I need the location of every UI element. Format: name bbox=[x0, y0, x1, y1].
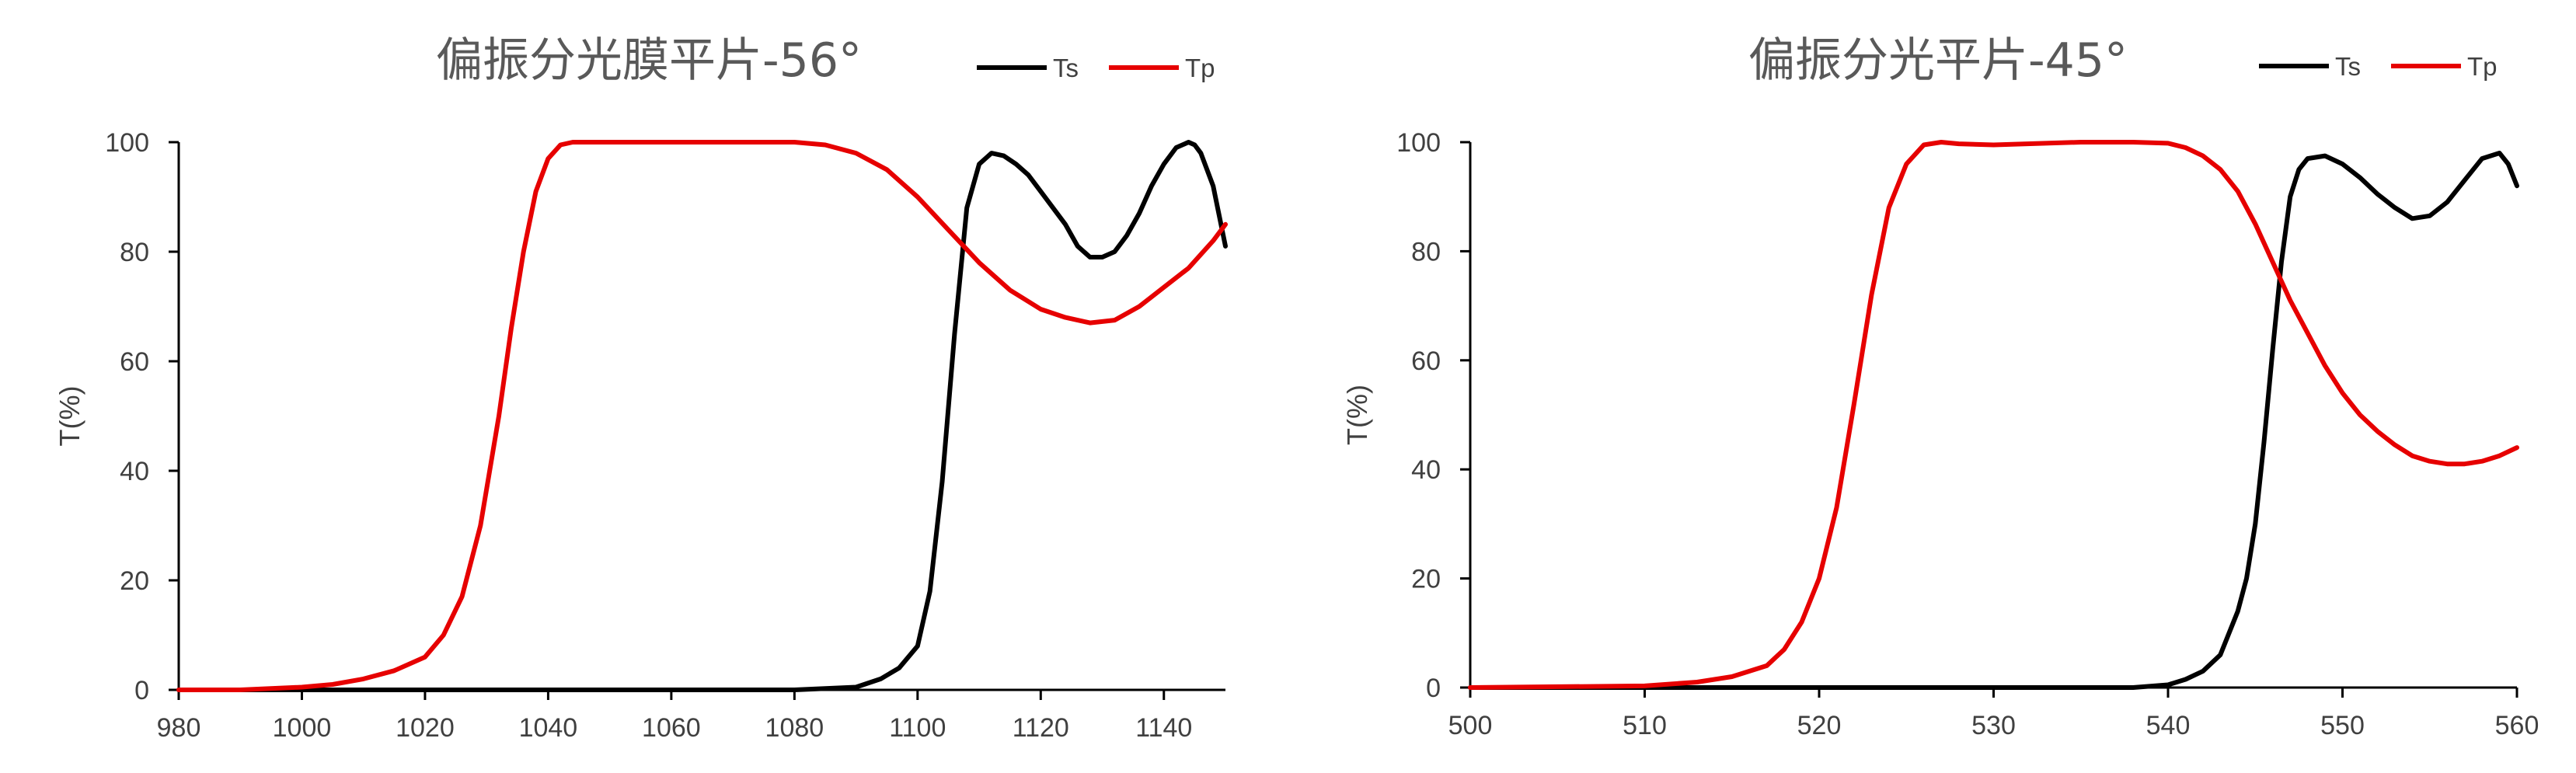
chart-title: 偏振分光平片-45° bbox=[1748, 33, 2128, 88]
x-tick-label: 540 bbox=[2146, 711, 2191, 740]
x-tick-label: 510 bbox=[1623, 711, 1667, 740]
y-tick-label: 60 bbox=[120, 347, 149, 377]
chart-svg: 偏振分光膜平片-56° T(%) 0 20 40 60 80 100 980 1000 1020 10… bbox=[54, 33, 1228, 743]
chart-panel-45: 偏振分光平片-45° T(%) 0 20 40 60 80 100 500 510 520 530 54… bbox=[1288, 0, 2575, 773]
x-tick-label: 1080 bbox=[765, 713, 824, 743]
legend-label-tp: Tp bbox=[2467, 52, 2498, 81]
y-tick-label: 20 bbox=[120, 566, 149, 596]
y-tick-label: 100 bbox=[1396, 128, 1441, 158]
x-tick-label: 1060 bbox=[642, 713, 701, 743]
x-tick-label: 520 bbox=[1797, 711, 1842, 740]
chart-svg: 偏振分光平片-45° T(%) 0 20 40 60 80 100 500 510 520 530 54… bbox=[1341, 33, 2539, 740]
series-line-tp bbox=[1468, 140, 2519, 690]
legend-label-ts: Ts bbox=[1053, 54, 1079, 82]
x-tick-label: 1100 bbox=[889, 713, 946, 743]
x-tick-label: 500 bbox=[1448, 711, 1493, 740]
x-tick-label: 980 bbox=[157, 713, 201, 743]
y-axis-label: T(%) bbox=[1341, 385, 1373, 445]
series-line-ts bbox=[176, 140, 1228, 692]
x-tick-label: 1140 bbox=[1135, 713, 1192, 743]
x-tick-label: 1120 bbox=[1013, 713, 1069, 743]
chart-panel-56: 偏振分光膜平片-56° T(%) 0 20 40 60 80 100 980 1000 1020 10… bbox=[54, 33, 1228, 743]
y-tick-label: 40 bbox=[120, 457, 149, 486]
y-axis-label: T(%) bbox=[54, 386, 85, 447]
y-tick-label: 60 bbox=[1411, 346, 1441, 376]
y-tick-label: 80 bbox=[1411, 237, 1441, 266]
chart-title: 偏振分光膜平片-56° bbox=[436, 33, 862, 88]
x-tick-label: 550 bbox=[2320, 711, 2365, 740]
series-line-ts bbox=[1468, 151, 2519, 690]
y-tick-label: 0 bbox=[1426, 674, 1441, 703]
x-tick-label: 1020 bbox=[396, 713, 455, 743]
y-tick-label: 80 bbox=[120, 238, 149, 267]
y-tick-label: 40 bbox=[1411, 455, 1441, 485]
x-tick-label: 1000 bbox=[273, 713, 332, 743]
legend-label-ts: Ts bbox=[2335, 52, 2361, 81]
x-tick-label: 1040 bbox=[519, 713, 578, 743]
legend-label-tp: Tp bbox=[1185, 54, 1215, 82]
x-tick-label: 530 bbox=[1971, 711, 2016, 740]
y-tick-label: 0 bbox=[134, 676, 149, 705]
y-tick-label: 100 bbox=[105, 128, 149, 158]
series-line-tp bbox=[176, 140, 1228, 692]
x-tick-label: 560 bbox=[2495, 711, 2539, 740]
y-tick-label: 20 bbox=[1411, 565, 1441, 594]
